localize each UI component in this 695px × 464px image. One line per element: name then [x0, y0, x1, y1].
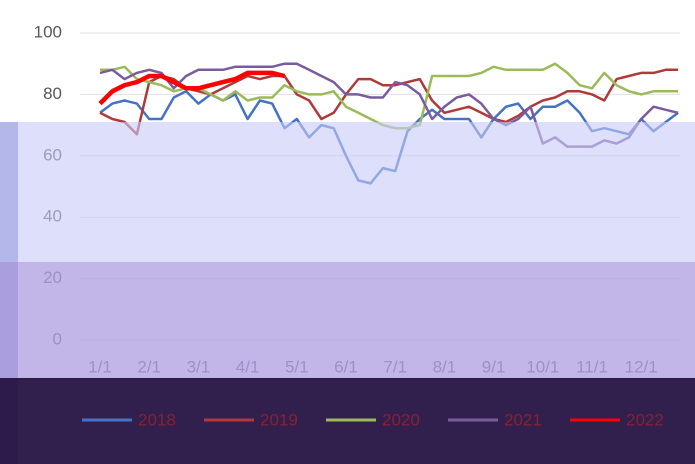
y-tick-label: 40	[43, 207, 62, 226]
series-line	[100, 62, 679, 130]
x-tick-label: 2/1	[137, 357, 161, 376]
legend-label: 2022	[626, 410, 664, 429]
x-tick-label: 6/1	[334, 357, 358, 376]
x-tick-label: 4/1	[236, 357, 260, 376]
x-tick-label: 5/1	[285, 357, 309, 376]
y-tick-label: 20	[43, 268, 62, 287]
legend: 2018 2019 2020 2021 2022	[82, 410, 664, 429]
x-tick-label: 11/1	[576, 357, 608, 376]
series-line	[98, 70, 286, 106]
x-tick-label: 1/1	[88, 357, 112, 376]
x-tick-label: 12/1	[625, 357, 658, 376]
x-tick-label: 10/1	[526, 357, 559, 376]
y-tick-label: 0	[53, 329, 62, 348]
x-tick-label: 3/1	[187, 357, 211, 376]
y-tick-label: 60	[43, 145, 62, 164]
legend-label: 2020	[382, 410, 420, 429]
x-tick-label: 8/1	[433, 357, 457, 376]
y-tick-label: 100	[34, 22, 62, 41]
series-line	[99, 62, 679, 148]
legend-label: 2021	[504, 410, 542, 429]
series-line	[99, 90, 679, 185]
series-line	[99, 68, 679, 136]
plot-area: 0 20 40 60 80 100 1/1 2/1 3/1 4/1 5/1 6/1 7/1 8/1 9/1 1…	[34, 22, 680, 376]
x-tick-label: 9/1	[482, 357, 506, 376]
x-tick-label: 7/1	[383, 357, 407, 376]
screen-overlay	[0, 122, 695, 464]
y-tick-label: 80	[43, 84, 62, 103]
legend-label: 2019	[260, 410, 298, 429]
legend-label: 2018	[138, 410, 176, 429]
